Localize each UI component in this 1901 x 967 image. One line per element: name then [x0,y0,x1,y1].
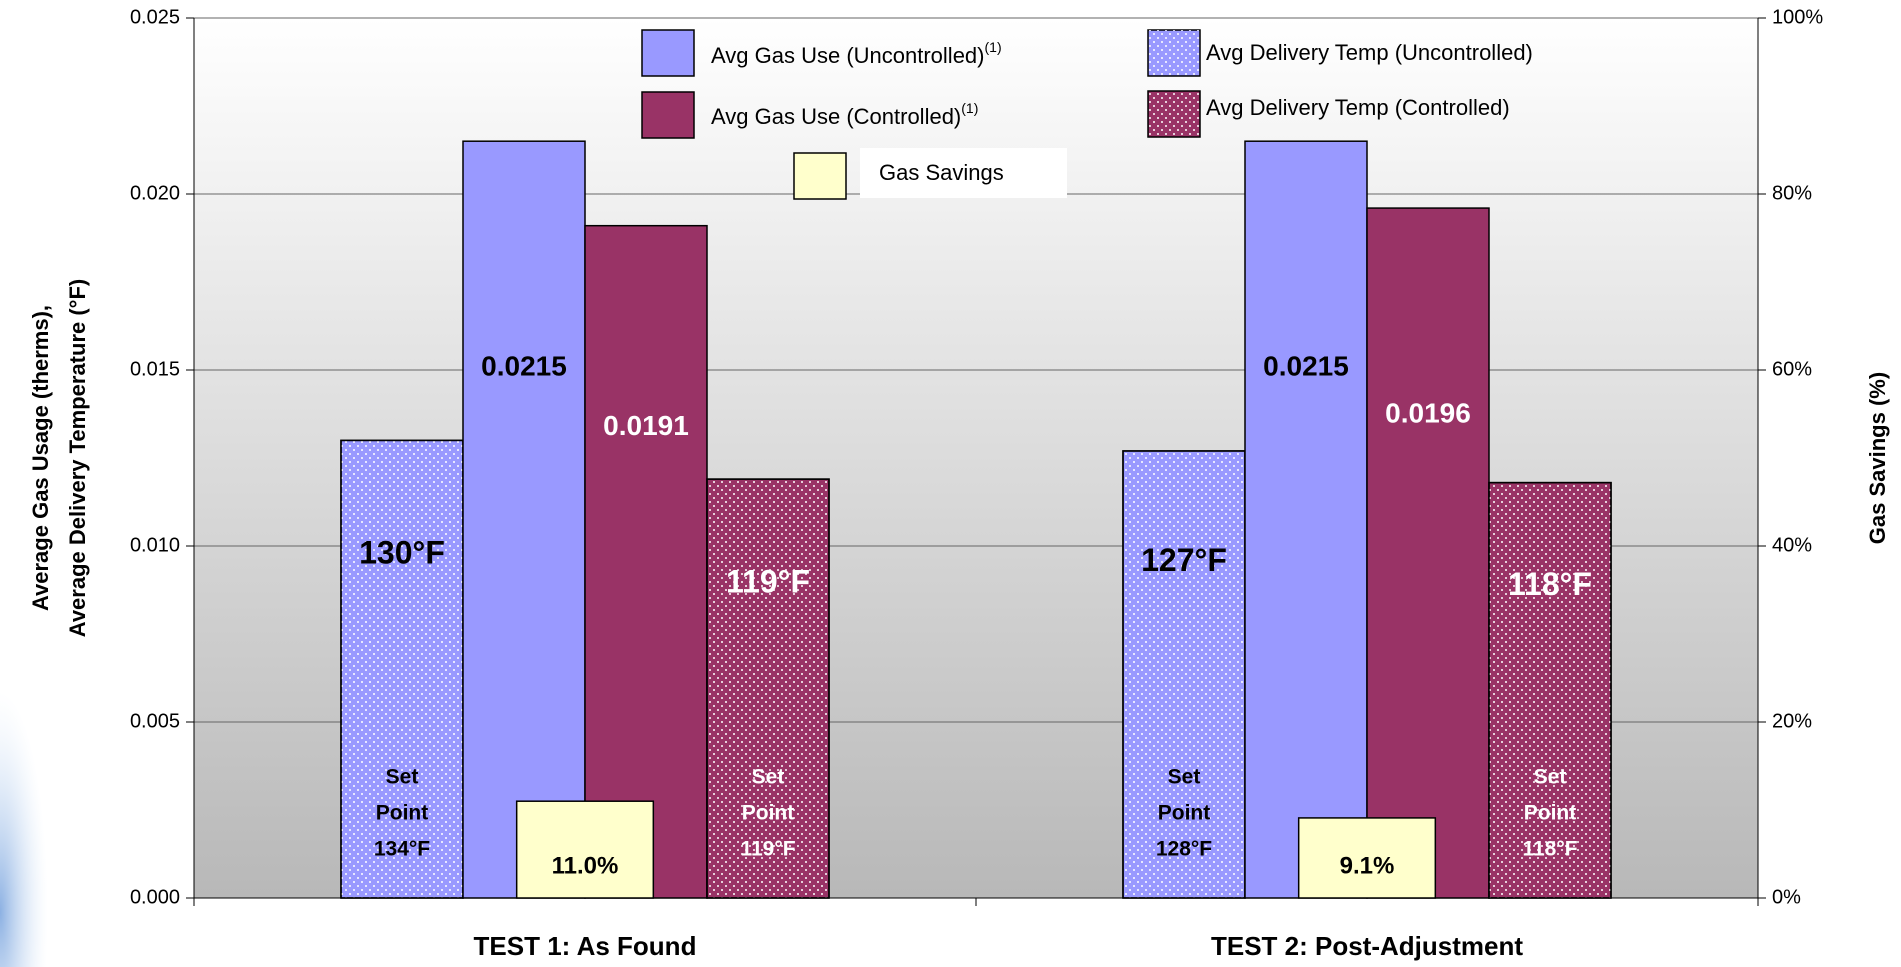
legend-swatch [793,152,847,200]
set-point-label: Set [1168,766,1201,789]
y-tick-label: 0.005 [130,710,180,732]
bar [584,224,708,899]
value-label: 9.1% [1340,852,1395,879]
set-point-label: 119°F [740,838,795,861]
set-point-label: Point [1524,802,1577,825]
y-tick-label: 0.010 [130,534,180,556]
legend-background [860,148,1067,198]
value-label: 0.0215 [1263,351,1349,382]
set-point-label: 128°F [1156,838,1212,861]
bar [462,140,586,899]
set-point-label: Point [1158,802,1211,825]
y2-axis-title: Gas Savings (%) [1865,372,1890,544]
legend-name: Avg Gas Use (Uncontrolled) [711,43,985,68]
legend-label: Gas Savings [879,160,1004,185]
bar [1297,817,1437,899]
y2-tick-label: 80% [1772,182,1812,204]
y2-tick-label: 100% [1772,6,1823,28]
y2-tick-label: 0% [1772,886,1801,908]
set-point-label: Set [386,766,419,789]
value-label: 130°F [359,534,445,570]
y2-tick-label: 40% [1772,534,1812,556]
bar-pattern [340,439,464,899]
legend-name: Avg Delivery Temp (Uncontrolled) [1206,40,1533,65]
decoration [0,600,80,967]
y-axis-title: Average Delivery Temperature (°F) [65,279,90,638]
bar [1244,140,1368,899]
set-point-label: 118°F [1522,838,1577,861]
y2-tick-label: 20% [1772,710,1812,732]
set-point-label: Set [1534,766,1567,789]
legend-swatch [641,91,695,139]
legend-label: Avg Gas Use (Controlled)(1) [711,100,978,129]
y-axis-title: Average Gas Usage (therms), [28,305,53,611]
legend-label: Avg Delivery Temp (Uncontrolled) [1206,40,1533,65]
y2-tick-label: 60% [1772,358,1812,380]
value-label: 118°F [1508,566,1592,602]
set-point-label: Point [742,802,795,825]
bar [515,800,655,899]
value-label: 0.0215 [481,351,567,382]
legend-note: (1) [961,100,978,116]
legend-name: Gas Savings [879,160,1004,185]
x-tick-label: TEST 2: Post-Adjustment [1211,931,1523,961]
bar-pattern [1122,450,1246,899]
legend-label: Avg Delivery Temp (Controlled) [1206,95,1510,120]
bar [1366,207,1490,899]
legend-name: Avg Gas Use (Controlled) [711,104,961,129]
legend-name: Avg Delivery Temp (Controlled) [1206,95,1510,120]
value-label: 0.0191 [603,410,689,441]
bar-pattern [706,478,830,899]
set-point-label: Set [752,766,785,789]
set-point-label: 134°F [374,838,430,861]
legend: Avg Delivery Temp (Uncontrolled) Avg Gas … [641,29,1533,200]
legend-swatch [641,29,695,77]
set-point-label: Point [376,802,429,825]
legend-swatch-pattern [1148,30,1200,76]
bar-pattern [1488,481,1612,899]
value-label: 11.0% [552,852,619,879]
x-tick-label: TEST 1: As Found [474,931,697,961]
y-tick-label: 0.000 [130,886,180,908]
value-label: 127°F [1141,542,1227,578]
y-tick-label: 0.020 [130,182,180,204]
value-label: 119°F [726,563,810,599]
y-tick-label: 0.025 [130,6,180,28]
value-label: 0.0196 [1385,397,1471,428]
legend-note: (1) [985,39,1002,55]
legend-label: Avg Gas Use (Uncontrolled)(1) [711,39,1002,68]
y-tick-label: 0.015 [130,358,180,380]
legend-swatch-pattern [1148,91,1200,137]
